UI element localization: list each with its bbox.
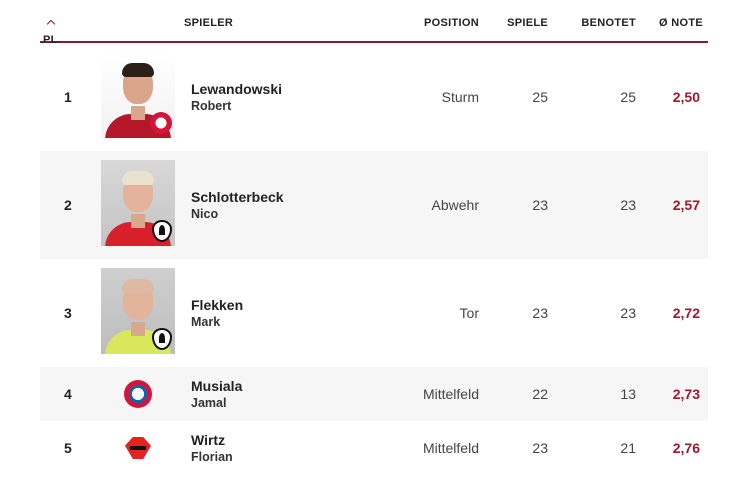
table-row[interactable]: 3 Flekken Mark Tor 23 23 2,72 [40,259,708,367]
ranking-table: PL. SPIELER POSITION SPIELE BENOTET Ø NO… [40,0,708,475]
chevron-up-icon [46,19,56,29]
player-name[interactable]: Musiala Jamal [191,377,242,411]
bayern-munich-crest-icon [124,380,152,408]
position-value: Sturm [441,89,479,105]
player-name[interactable]: Flekken Mark [191,296,243,330]
rank-value: 4 [64,386,72,402]
player-last-name: Flekken [191,297,244,313]
grade-header[interactable]: Ø NOTE [659,17,703,29]
games-value: 23 [532,197,548,213]
player-last-name: Lewandowski [191,81,283,97]
position-value: Mittelfeld [422,386,479,402]
rated-value: 21 [620,440,636,456]
sc-freiburg-crest-icon [152,220,172,242]
rated-value: 23 [620,305,636,321]
rated-value: 25 [620,89,636,105]
player-first-name: Jamal [191,396,227,410]
rank-value: 3 [64,305,72,321]
player-first-name: Nico [191,207,219,221]
player-name[interactable]: Lewandowski Robert [191,80,282,114]
player-last-name: Schlotterbeck [191,189,284,205]
games-header[interactable]: SPIELE [507,17,548,29]
rated-value: 13 [620,386,636,402]
bayer-leverkusen-crest-icon [125,437,151,459]
rank-value: 2 [64,197,72,213]
table-row[interactable]: 2 Schlotterbeck Nico Abwehr 23 23 2,57 [40,151,708,259]
player-photo [101,160,175,246]
grade-value: 2,73 [672,386,700,402]
sc-freiburg-crest-icon [152,328,172,350]
rank-value: 1 [64,89,72,105]
player-photo [101,268,175,354]
rank-header-label: PL. [43,34,62,46]
player-name[interactable]: Wirtz Florian [191,431,233,465]
grade-value: 2,76 [672,440,700,456]
player-header[interactable]: SPIELER [184,17,234,29]
games-value: 22 [532,386,548,402]
grade-value: 2,72 [672,305,700,321]
games-value: 23 [532,305,548,321]
player-first-name: Mark [191,315,221,329]
player-first-name: Robert [191,99,232,113]
grade-value: 2,50 [672,89,700,105]
games-value: 23 [532,440,548,456]
position-value: Tor [459,305,479,321]
rated-header[interactable]: BENOTET [581,17,636,29]
table-header: PL. SPIELER POSITION SPIELE BENOTET Ø NO… [40,0,708,46]
player-last-name: Wirtz [191,432,226,448]
player-first-name: Florian [191,450,233,464]
position-value: Mittelfeld [422,440,479,456]
table-row[interactable]: 1 Lewandowski Robert Sturm 25 25 2,50 [40,43,708,151]
games-value: 25 [532,89,548,105]
player-photo [101,52,175,138]
sort-rank-header[interactable]: PL. [43,17,61,46]
position-value: Abwehr [431,197,479,213]
player-name[interactable]: Schlotterbeck Nico [191,188,284,222]
position-header[interactable]: POSITION [424,17,479,29]
bayern-munich-crest-icon [150,112,172,134]
player-last-name: Musiala [191,378,243,394]
grade-value: 2,57 [672,197,700,213]
rated-value: 23 [620,197,636,213]
table-row[interactable]: 4 Musiala Jamal Mittelfeld 22 13 2,73 [40,367,708,421]
table-row[interactable]: 5 Wirtz Florian Mittelfeld 23 21 2,76 [40,421,708,475]
rank-value: 5 [64,440,72,456]
